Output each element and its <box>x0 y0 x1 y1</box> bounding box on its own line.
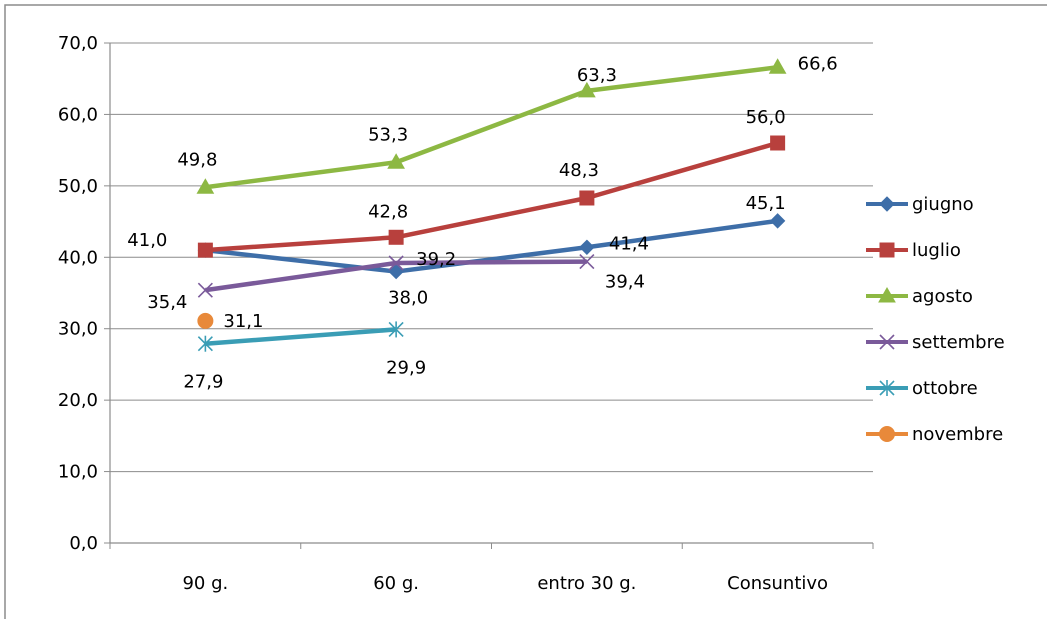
series-line-luglio <box>205 140 779 253</box>
data-point-agosto <box>387 153 405 169</box>
data-point-settembre <box>388 255 404 271</box>
data-label-luglio: 56,0 <box>746 107 786 128</box>
x-tick-label: entro 30 g. <box>537 573 636 594</box>
data-point-settembre <box>579 254 595 270</box>
series-line-giugno <box>205 218 778 274</box>
data-label-settembre: 35,4 <box>147 292 187 313</box>
data-point-giugno <box>579 239 595 255</box>
series-luglio <box>197 135 786 258</box>
data-point-agosto <box>768 58 787 74</box>
legend-item-giugno: giugno <box>866 194 974 215</box>
legend-item-novembre: novembre <box>866 424 1003 445</box>
legend-item-ottobre: ottobre <box>866 378 978 399</box>
legend-item-settembre: settembre <box>866 332 1005 353</box>
data-point-luglio <box>579 190 595 206</box>
data-point-giugno <box>388 263 404 280</box>
legend-label: novembre <box>912 424 1003 445</box>
chart-border <box>4 4 1047 623</box>
data-point-giugno <box>769 213 786 229</box>
data-label-agosto: 66,6 <box>798 53 838 74</box>
data-label-settembre: 39,2 <box>416 249 456 270</box>
legend-label: luglio <box>912 240 961 261</box>
series-line-ottobre <box>205 327 397 346</box>
series-ottobre <box>197 321 404 352</box>
y-tick-label: 40,0 <box>58 247 98 268</box>
series-novembre <box>197 312 214 329</box>
y-tick-label: 20,0 <box>58 390 98 411</box>
legend: giugno luglio agosto settembre ottobre novemb… <box>866 194 1005 445</box>
y-tick-label: 50,0 <box>58 176 98 197</box>
data-label-giugno: 41,0 <box>127 230 167 251</box>
data-point-agosto <box>578 81 596 98</box>
data-point-novembre <box>197 312 214 329</box>
legend-marker <box>879 426 895 442</box>
legend-marker <box>879 242 895 258</box>
data-label-luglio: 48,3 <box>559 160 599 181</box>
data-point-settembre <box>197 282 213 298</box>
data-point-ottobre <box>197 335 213 352</box>
data-label-agosto: 49,8 <box>177 149 217 170</box>
y-tick-label: 60,0 <box>58 104 98 125</box>
data-label-novembre: 31,1 <box>223 311 263 332</box>
series-agosto <box>196 58 787 194</box>
legend-label: settembre <box>912 332 1005 353</box>
data-label-luglio: 42,8 <box>368 201 408 222</box>
x-tick-label: 90 g. <box>182 573 228 594</box>
legend-marker <box>879 334 895 350</box>
legend-marker <box>879 196 895 212</box>
y-tick-label: 30,0 <box>58 319 98 340</box>
grid <box>110 42 873 473</box>
data-label-ottobre: 29,9 <box>386 357 426 378</box>
data-label-giugno: 38,0 <box>388 288 428 309</box>
y-tick-label: 10,0 <box>58 462 98 483</box>
legend-marker <box>878 286 896 303</box>
legend-marker <box>879 380 895 396</box>
data-label-ottobre: 27,9 <box>183 372 223 393</box>
data-label-giugno: 45,1 <box>746 193 786 214</box>
data-point-luglio <box>388 229 404 245</box>
x-tick-label: Consuntivo <box>727 573 828 594</box>
data-label-agosto: 63,3 <box>577 65 617 86</box>
data-point-luglio <box>197 242 213 258</box>
data-label-giugno: 41,4 <box>609 233 649 254</box>
data-point-agosto <box>196 178 215 194</box>
legend-label: giugno <box>912 194 974 215</box>
data-point-ottobre <box>388 321 404 338</box>
series <box>196 58 787 352</box>
data-labels: 41,0 38,0 41,4 45,1 42,8 48,3 56,0 49,8 53,3 63,3… <box>127 53 837 392</box>
data-point-luglio <box>770 135 786 151</box>
legend-item-luglio: luglio <box>866 240 961 261</box>
data-label-agosto: 53,3 <box>368 124 408 145</box>
y-tick-label: 0,0 <box>69 533 98 554</box>
series-settembre <box>197 254 595 298</box>
y-tick-label: 70,0 <box>58 33 98 54</box>
data-label-settembre: 39,4 <box>605 272 645 293</box>
legend-label: agosto <box>912 286 973 307</box>
series-line-agosto <box>205 65 778 190</box>
x-tick-label: 60 g. <box>373 573 419 594</box>
legend-item-agosto: agosto <box>866 286 973 307</box>
axes: 0,0 10,0 20,0 30,0 40,0 50,0 60,0 70,0 90 g. 60 g… <box>58 33 874 594</box>
legend-label: ottobre <box>912 378 978 399</box>
